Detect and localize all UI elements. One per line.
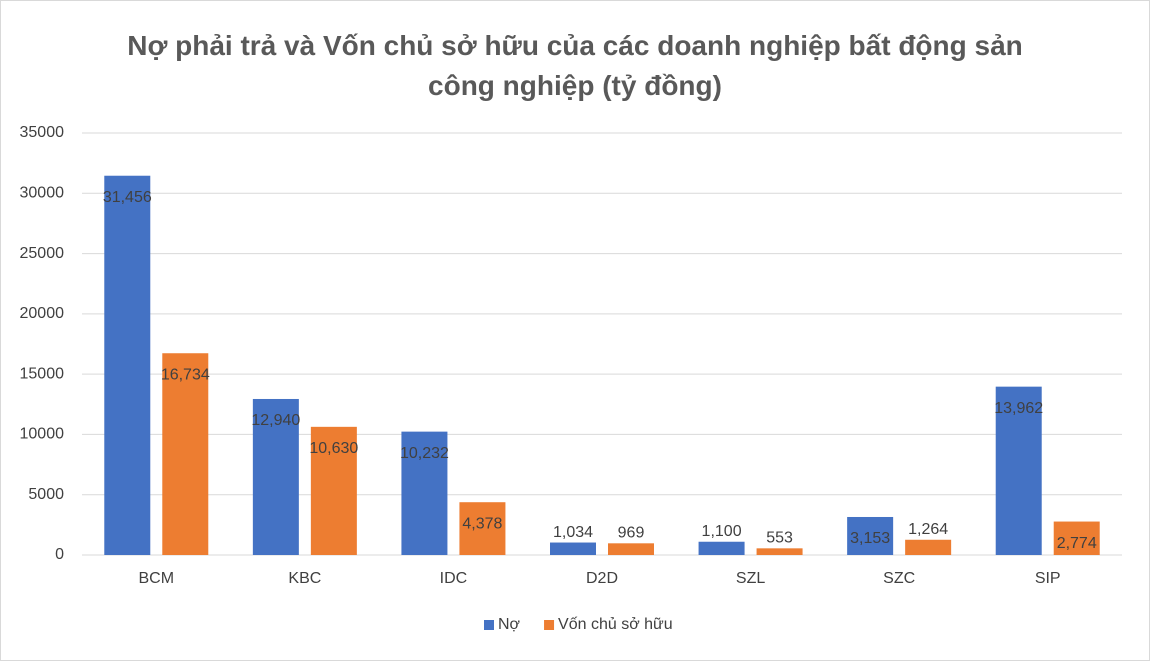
bar bbox=[162, 353, 209, 555]
x-tick-label: D2D bbox=[586, 570, 618, 587]
x-tick-label: IDC bbox=[440, 570, 468, 587]
data-label: 10,630 bbox=[309, 440, 358, 457]
data-label: 12,940 bbox=[251, 412, 300, 429]
y-tick-label: 35000 bbox=[20, 124, 65, 141]
y-tick-label: 25000 bbox=[20, 245, 65, 262]
bar bbox=[401, 431, 448, 555]
data-label: 31,456 bbox=[103, 189, 152, 206]
legend-label: Vốn chủ sở hữu bbox=[558, 616, 673, 633]
x-tick-label: KBC bbox=[288, 570, 321, 587]
bar bbox=[698, 541, 745, 555]
chart-title: Nợ phải trả và Vốn chủ sở hữu của các do… bbox=[127, 30, 1023, 101]
bar bbox=[104, 175, 151, 555]
data-label: 3,153 bbox=[850, 530, 890, 547]
legend-label: Nợ bbox=[498, 616, 521, 633]
bar bbox=[756, 548, 803, 555]
bar bbox=[252, 398, 299, 555]
x-tick-label: SIP bbox=[1035, 570, 1061, 587]
legend-swatch bbox=[484, 620, 494, 630]
bar bbox=[995, 386, 1042, 555]
data-label: 1,100 bbox=[702, 523, 742, 540]
x-tick-label: SZL bbox=[736, 570, 765, 587]
y-tick-label: 5000 bbox=[28, 486, 64, 503]
bar bbox=[847, 516, 894, 555]
bar bbox=[1053, 521, 1100, 555]
bar bbox=[459, 502, 506, 555]
data-label: 4,378 bbox=[462, 515, 502, 532]
y-tick-label: 30000 bbox=[20, 185, 65, 202]
data-label: 2,774 bbox=[1057, 535, 1097, 552]
x-tick-label: SZC bbox=[883, 570, 915, 587]
data-label: 969 bbox=[618, 525, 645, 542]
y-tick-label: 20000 bbox=[20, 305, 65, 322]
bar bbox=[310, 426, 357, 555]
bar bbox=[608, 543, 654, 555]
y-tick-label: 0 bbox=[55, 546, 64, 563]
data-label: 16,734 bbox=[161, 366, 210, 383]
data-label: 1,034 bbox=[553, 524, 593, 541]
y-tick-label: 10000 bbox=[20, 426, 65, 443]
bar bbox=[550, 542, 596, 555]
bar bbox=[905, 539, 952, 555]
legend-swatch bbox=[544, 620, 555, 630]
y-tick-label: 15000 bbox=[20, 365, 65, 382]
data-label: 10,232 bbox=[400, 445, 449, 462]
data-label: 13,962 bbox=[994, 400, 1043, 417]
data-label: 1,264 bbox=[908, 521, 948, 538]
x-tick-label: BCM bbox=[139, 570, 175, 587]
data-label: 553 bbox=[766, 530, 793, 547]
